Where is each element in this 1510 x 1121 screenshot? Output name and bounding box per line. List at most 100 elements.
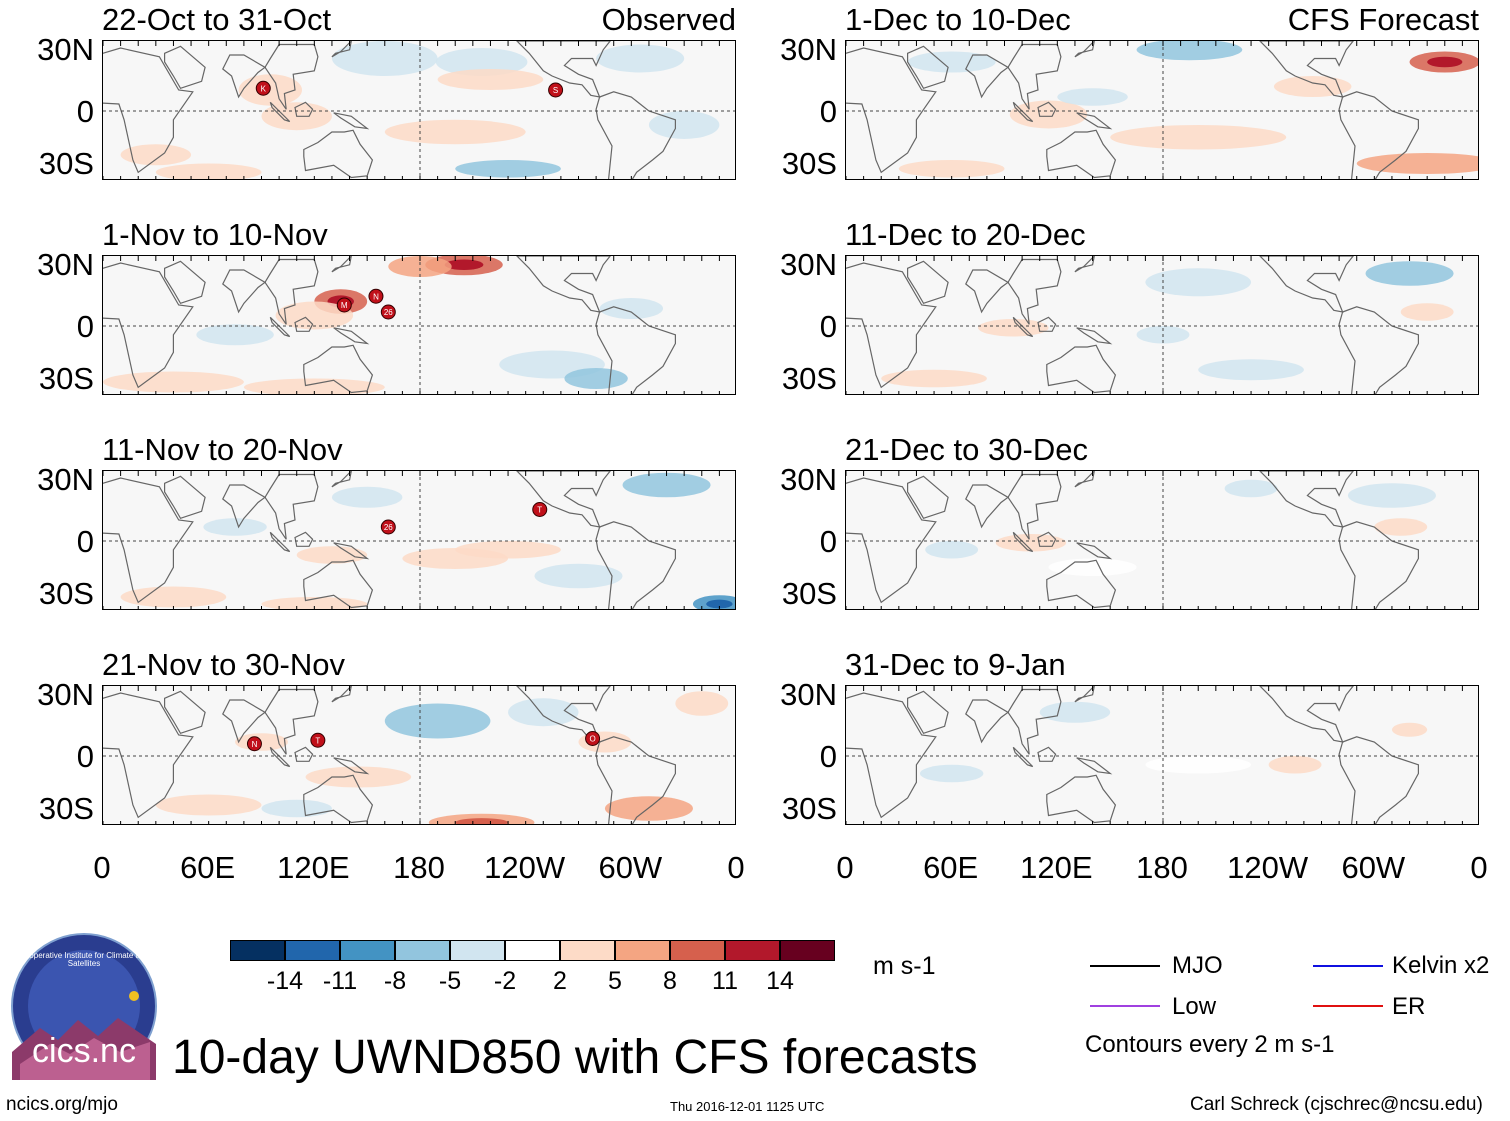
storm-marker: K [255,80,271,96]
coastline [333,757,370,775]
colorbar-cell [615,940,670,961]
coastline [965,269,1010,314]
coastline [269,101,291,123]
anomaly-blob [1374,518,1428,536]
coastline [163,260,206,305]
anomaly-blob [120,144,192,166]
coastline [1046,559,1117,609]
colorbar-label: -5 [438,967,462,995]
y-tick-label: 0 [76,309,94,344]
storm-marker: T [532,502,548,517]
anomaly-blob [599,298,664,319]
y-tick-label: 30N [37,32,94,67]
footer-left[interactable]: ncics.org/mjo [6,1094,118,1115]
map-panel [845,685,1479,825]
y-tick-label: 30N [780,247,837,282]
anomaly-blob [1136,41,1243,61]
coastline [222,269,267,314]
storm-marker: N [368,288,384,304]
y-tick-label: 30N [37,247,94,282]
anomaly-blob [1268,756,1322,774]
panel-title: 21-Nov to 30-Nov [102,647,345,682]
footer-right: Carl Schreck (cjschrec@ncsu.edu) [1190,1094,1483,1115]
coastline [269,316,291,338]
anomaly-blob [331,486,403,508]
coastline [965,54,1010,99]
anomaly-blob [1356,153,1478,174]
coastline [846,47,937,174]
coastline [1007,43,1062,110]
coastline [1046,774,1117,824]
anomaly-blob [925,541,979,559]
anomaly-blob [1391,722,1428,737]
storm-marker: T [310,732,326,748]
anomaly-blob [388,256,452,277]
map-panel [845,40,1479,180]
anomaly-blob [455,160,561,178]
coastline [1076,327,1113,345]
y-tick-label: 30N [780,462,837,497]
coastline [1074,256,1095,273]
anomaly-blob [1057,88,1128,106]
storm-marker: S [548,82,564,98]
colorbar-units: m s-1 [873,952,936,980]
coastline [1074,471,1095,488]
anomaly-blob [919,764,984,783]
coastline [1259,41,1354,98]
legend-line-kelvin [1313,965,1383,967]
coastline [846,692,937,819]
coastline [1046,129,1117,179]
coastline [333,112,370,130]
anomaly-blob [1273,76,1352,97]
panel-title: 1-Dec to 10-Dec [845,2,1071,37]
coastline [163,45,206,90]
anomaly-blob [296,546,368,564]
storm-marker-label: O [589,735,595,744]
panel-title: 22-Oct to 31-Oct [102,2,332,37]
coastline [1074,686,1095,703]
coastline [331,41,352,58]
y-tick-label: 30S [781,146,837,181]
anomaly-blob [196,324,274,346]
anomaly-blob [978,319,1049,337]
coastline [222,699,267,744]
storm-marker-label: 26 [384,308,393,317]
coastline [516,471,611,528]
coastline [1259,471,1354,528]
colorbar-label: -14 [266,967,304,995]
coastline [906,45,949,90]
anomaly-blob [534,563,623,589]
column-label: Observed [601,2,736,37]
coastline [1007,258,1062,325]
anomaly-blob [622,472,711,498]
anomaly-blob [384,119,526,145]
coastline [1338,736,1420,824]
coastline [103,477,194,604]
coastline [103,262,194,389]
coastline [1012,531,1034,553]
coastline [303,774,374,824]
storm-marker-label: K [261,84,267,93]
anomaly-blob [1400,303,1454,321]
anomaly-blob [120,586,227,608]
coastline [331,686,352,703]
storm-marker-label: T [537,506,542,515]
contour-note: Contours every 2 m s-1 [1085,1031,1335,1058]
anomaly-core [1427,56,1463,68]
column-label: CFS Forecast [1287,2,1479,37]
x-tick-label: 120W [1227,850,1309,885]
coastline [516,686,611,743]
legend-label-er: ER [1392,993,1426,1020]
colorbar-cell [285,940,340,961]
y-tick-label: 0 [819,739,837,774]
x-tick-label: 0 [836,850,854,885]
legend-line-mjo [1090,965,1160,967]
anomaly-blob [203,518,267,536]
coastline [294,746,314,762]
anomaly-blob [675,691,729,716]
storm-marker-label: T [315,736,320,745]
colorbar-label: 2 [553,967,567,995]
coastline [103,47,194,174]
